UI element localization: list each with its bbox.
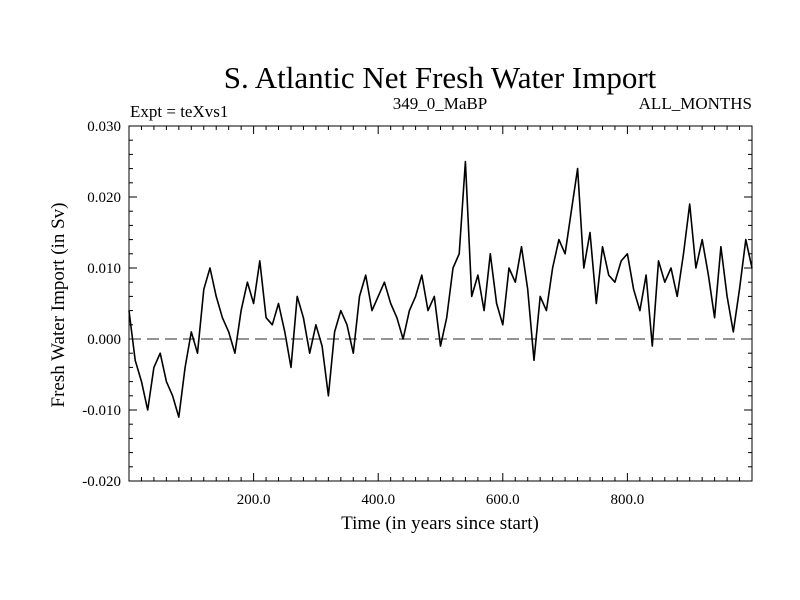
- y-tick-label: 0.000: [87, 332, 121, 348]
- x-tick-label: 800.0: [611, 492, 645, 508]
- y-tick-label: 0.010: [87, 261, 121, 277]
- subtitle-months: ALL_MONTHS: [639, 94, 752, 113]
- subtitle-experiment: Expt = teXvs1: [130, 102, 228, 121]
- series-line: [128, 160, 753, 418]
- x-tick-label: 400.0: [361, 492, 395, 508]
- y-axis-label: Fresh Water Import (in Sv): [48, 203, 69, 408]
- subtitle-period: 349_0_MaBP: [393, 94, 487, 113]
- chart-title: S. Atlantic Net Fresh Water Import: [224, 60, 657, 95]
- x-tick-label: 600.0: [486, 492, 520, 508]
- plot-frame: [128, 125, 753, 482]
- y-tick-label: -0.010: [82, 403, 121, 419]
- tick-label-layer: 200.0 400.0 600.0 800.0 -0.020 -0.010 0.000 0.0…: [82, 119, 644, 508]
- x-tick-label: 200.0: [237, 492, 271, 508]
- x-axis-label: Time (in years since start): [341, 513, 539, 534]
- y-tick-label: -0.020: [82, 474, 121, 490]
- y-tick-label: 0.020: [87, 190, 121, 206]
- y-tick-label: 0.030: [87, 119, 121, 135]
